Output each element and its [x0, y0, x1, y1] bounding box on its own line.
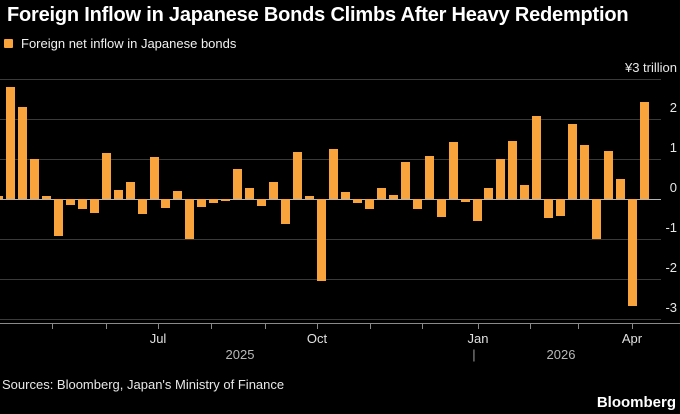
x-axis-tick — [632, 324, 633, 329]
bar — [592, 199, 602, 239]
bar — [400, 161, 410, 199]
x-axis-tick — [370, 324, 371, 329]
bar — [328, 148, 338, 199]
gridline — [0, 119, 661, 120]
x-axis-tick — [422, 324, 423, 329]
x-axis-year-label: 2025 — [225, 347, 255, 362]
bar — [53, 199, 63, 236]
bar — [616, 179, 626, 199]
bar — [484, 188, 494, 200]
bar — [65, 199, 75, 205]
bar — [544, 199, 554, 218]
bar — [520, 184, 530, 199]
x-axis-tick — [265, 324, 266, 329]
bar — [364, 199, 374, 209]
x-axis-month-label: Jul — [149, 331, 167, 346]
gridline — [0, 319, 661, 320]
y-axis-tick-label: -2 — [665, 260, 677, 275]
bar — [197, 199, 207, 207]
bar — [436, 199, 446, 217]
x-axis-month-label: Jan — [467, 331, 489, 346]
bar — [412, 199, 422, 209]
x-axis-month-label: Apr — [621, 331, 643, 346]
bar — [245, 188, 255, 200]
bar — [293, 152, 303, 200]
x-axis-tick — [317, 324, 318, 329]
x-axis-tick — [211, 324, 212, 329]
legend-label: Foreign net inflow in Japanese bonds — [21, 36, 237, 51]
x-axis-tick — [158, 324, 159, 329]
bar — [137, 199, 147, 214]
bar — [580, 145, 590, 199]
bar — [29, 159, 39, 199]
bar — [221, 199, 231, 201]
sources-text: Sources: Bloomberg, Japan's Ministry of … — [2, 377, 285, 392]
x-axis-year-label: 2026 — [546, 347, 576, 362]
bar — [185, 199, 195, 239]
bar — [472, 199, 482, 221]
chart-title: Foreign Inflow in Japanese Bonds Climbs … — [7, 4, 629, 26]
year-divider-mark: | — [472, 347, 476, 362]
bar — [424, 156, 434, 200]
x-axis-line — [0, 323, 680, 324]
bar — [149, 157, 159, 199]
bar — [532, 115, 542, 199]
bar — [101, 152, 111, 199]
x-axis-tick — [578, 324, 579, 329]
y-axis-tick-label: 2 — [669, 100, 677, 115]
bar — [448, 142, 458, 200]
x-axis-tick — [478, 324, 479, 329]
bar — [113, 190, 123, 200]
bar — [77, 199, 87, 209]
bar — [556, 199, 566, 216]
bar — [17, 107, 27, 199]
x-axis-tick — [530, 324, 531, 329]
legend-swatch-icon — [4, 39, 13, 48]
bar — [125, 182, 135, 200]
x-axis-tick — [52, 324, 53, 329]
bar — [41, 196, 51, 200]
bar — [5, 87, 15, 199]
bar — [460, 199, 470, 202]
bar — [628, 199, 638, 306]
gridline — [0, 239, 661, 240]
bar — [209, 199, 219, 203]
bar — [352, 199, 362, 203]
gridline — [0, 79, 661, 80]
bar — [604, 151, 614, 199]
bar — [508, 141, 518, 200]
y-axis-tick-label: -1 — [665, 220, 677, 235]
bar — [388, 195, 398, 199]
x-axis-tick — [106, 324, 107, 329]
gridline — [0, 279, 661, 280]
x-axis-month-label: Oct — [306, 331, 328, 346]
y-axis-tick-label: -3 — [665, 300, 677, 315]
bar — [233, 169, 243, 199]
bar — [305, 196, 315, 200]
bar — [496, 159, 506, 199]
y-axis-tick-label: ¥3 trillion — [624, 60, 677, 75]
bar — [376, 188, 386, 200]
bar — [568, 124, 578, 200]
bloomberg-logo: Bloomberg — [596, 394, 676, 411]
bar — [161, 199, 171, 208]
bar — [640, 102, 649, 200]
bar — [89, 199, 99, 213]
bar — [317, 199, 326, 281]
y-axis-tick-label: 1 — [669, 140, 677, 155]
bar — [257, 199, 267, 206]
y-axis-tick-label: 0 — [669, 180, 677, 195]
bar — [0, 195, 3, 199]
bar — [173, 191, 183, 200]
bar — [269, 182, 279, 200]
zero-gridline — [0, 199, 661, 200]
bar — [281, 199, 291, 224]
bar — [340, 191, 350, 199]
